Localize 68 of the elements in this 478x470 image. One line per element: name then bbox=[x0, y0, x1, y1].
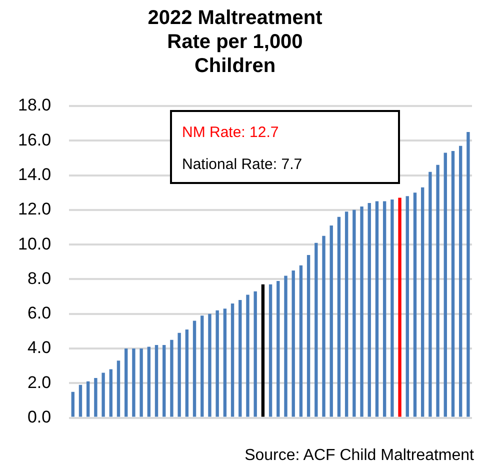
bar bbox=[223, 308, 227, 417]
y-tick-label: 6.0 bbox=[27, 304, 52, 323]
y-tick-label: 16.0 bbox=[18, 130, 52, 150]
y-tick-label: 2.0 bbox=[27, 372, 52, 392]
bar bbox=[238, 300, 242, 417]
bar bbox=[216, 310, 219, 417]
bar bbox=[444, 152, 447, 417]
bar bbox=[406, 196, 409, 417]
bar bbox=[337, 216, 341, 417]
bar bbox=[208, 314, 212, 417]
bar bbox=[292, 270, 295, 417]
bar bbox=[71, 392, 74, 417]
bar bbox=[413, 192, 417, 417]
bar bbox=[230, 303, 234, 417]
bar bbox=[268, 284, 272, 417]
bar bbox=[178, 332, 181, 417]
bar bbox=[459, 146, 462, 417]
note-box: NM Rate: 12.7 National Rate: 7.7 bbox=[170, 110, 400, 184]
y-tick-label: 12.0 bbox=[18, 200, 52, 219]
annotation: NM Rate: 12.7 bbox=[182, 124, 279, 141]
bar bbox=[382, 201, 386, 417]
bar bbox=[306, 254, 310, 417]
bar bbox=[200, 316, 204, 417]
bar bbox=[116, 360, 120, 417]
bar bbox=[162, 345, 166, 417]
bar bbox=[170, 340, 174, 417]
bar bbox=[299, 265, 303, 417]
bar bbox=[466, 132, 470, 417]
bar bbox=[352, 210, 356, 417]
bar bbox=[420, 187, 424, 417]
source-note: Source: ACF Child Maltreatment bbox=[244, 447, 474, 465]
bar bbox=[314, 242, 318, 417]
bar bbox=[322, 236, 326, 417]
y-tick-label: 0.0 bbox=[27, 407, 52, 426]
bar bbox=[368, 203, 371, 417]
annotation: National Rate: 7.7 bbox=[182, 156, 302, 173]
bar bbox=[132, 348, 136, 417]
bar bbox=[94, 378, 98, 417]
bar bbox=[154, 345, 158, 417]
bar bbox=[436, 164, 440, 417]
bar bbox=[185, 329, 189, 417]
bar bbox=[254, 291, 257, 417]
bar bbox=[124, 348, 128, 417]
bar bbox=[109, 369, 112, 417]
y-tick-label: 8.0 bbox=[27, 268, 52, 288]
bar bbox=[360, 206, 364, 417]
bar bbox=[102, 372, 105, 417]
bar bbox=[428, 172, 432, 417]
chart-title: 2022 Maltreatment Rate per 1,000 Children bbox=[146, 6, 324, 78]
bar bbox=[140, 348, 143, 417]
bar bbox=[330, 226, 333, 417]
bar bbox=[390, 200, 394, 417]
y-tick-label: 4.0 bbox=[27, 338, 52, 358]
y-tick-label: 10.0 bbox=[18, 234, 52, 254]
y-tick-label: 18.0 bbox=[18, 96, 52, 115]
bar bbox=[344, 212, 348, 417]
bar bbox=[246, 294, 250, 417]
bar bbox=[375, 201, 379, 417]
bar bbox=[284, 276, 288, 417]
bar bbox=[192, 320, 196, 417]
bar bbox=[276, 280, 280, 417]
bar bbox=[398, 198, 402, 417]
bar bbox=[451, 151, 455, 417]
bar bbox=[147, 346, 151, 417]
bar bbox=[261, 284, 265, 417]
bar bbox=[86, 381, 90, 417]
bar bbox=[78, 384, 82, 417]
y-tick-label: 14.0 bbox=[18, 164, 52, 184]
